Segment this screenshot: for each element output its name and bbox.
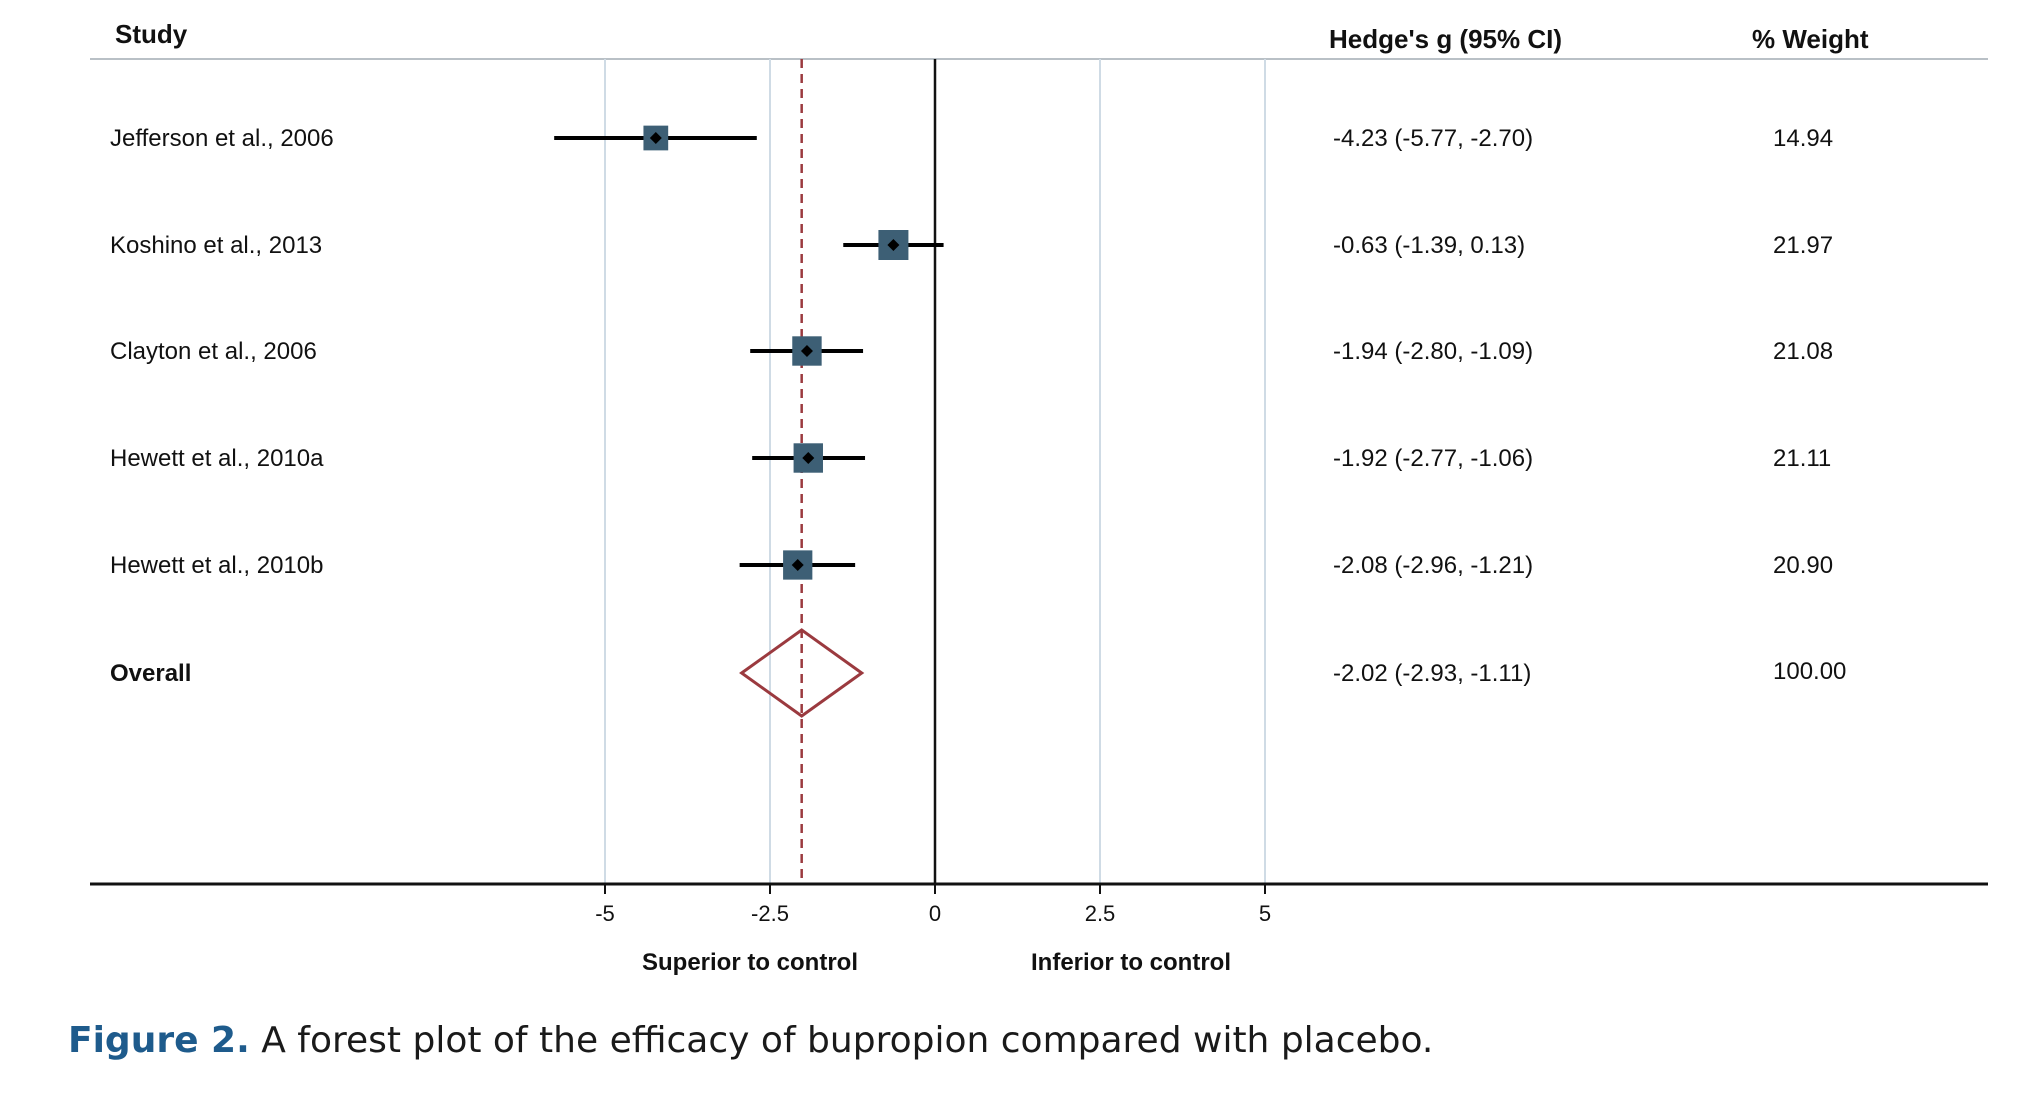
point-estimate [887,239,900,251]
study-label: Clayton et al., 2006 [110,338,317,365]
header-weight: % Weight [1752,24,1869,54]
estimate-text: -1.94 (-2.80, -1.09) [1333,338,1533,365]
weight-text: 21.11 [1773,445,1831,472]
study-label: Koshino et al., 2013 [110,232,322,259]
estimate-text: -2.08 (-2.96, -1.21) [1333,552,1533,579]
forest-plot: Study Hedge's g (95% CI) % Weight Jeffer… [90,19,1988,976]
x-tick-label: 0 [929,901,941,926]
study-label: Hewett et al., 2010b [110,552,323,579]
header-study: Study [115,19,188,49]
point-estimate [649,132,662,144]
header-estimate: Hedge's g (95% CI) [1329,24,1562,54]
x-tick-label: 5 [1259,901,1271,926]
point-estimate [791,559,804,571]
x-tick-label: -5 [595,901,615,926]
overall-label: Overall [110,660,191,687]
estimate-text: -1.92 (-2.77, -1.06) [1333,445,1533,472]
overall-diamond [739,628,865,718]
study-label: Hewett et al., 2010a [110,445,324,472]
weight-text: 14.94 [1773,125,1833,152]
figure-caption: Figure 2. A forest plot of the efficacy … [68,1020,1433,1061]
point-estimate [802,452,815,464]
estimate-text: -4.23 (-5.77, -2.70) [1333,125,1533,152]
x-tick-label: -2.5 [751,901,789,926]
weight-text: 21.97 [1773,232,1833,259]
point-estimate [800,345,813,357]
direction-label-left: Superior to control [642,949,858,976]
direction-label-right: Inferior to control [1031,949,1231,976]
estimate-text: -0.63 (-1.39, 0.13) [1333,232,1525,259]
caption-text: A forest plot of the efficacy of bupropi… [261,1020,1434,1061]
overall-weight-text: 100.00 [1773,658,1846,685]
caption-label: Figure 2. [68,1020,250,1061]
weight-text: 21.08 [1773,338,1833,365]
x-tick-label: 2.5 [1085,901,1116,926]
overall-estimate-text: -2.02 (-2.93, -1.11) [1333,660,1531,687]
weight-text: 20.90 [1773,552,1833,579]
study-label: Jefferson et al., 2006 [110,125,334,152]
